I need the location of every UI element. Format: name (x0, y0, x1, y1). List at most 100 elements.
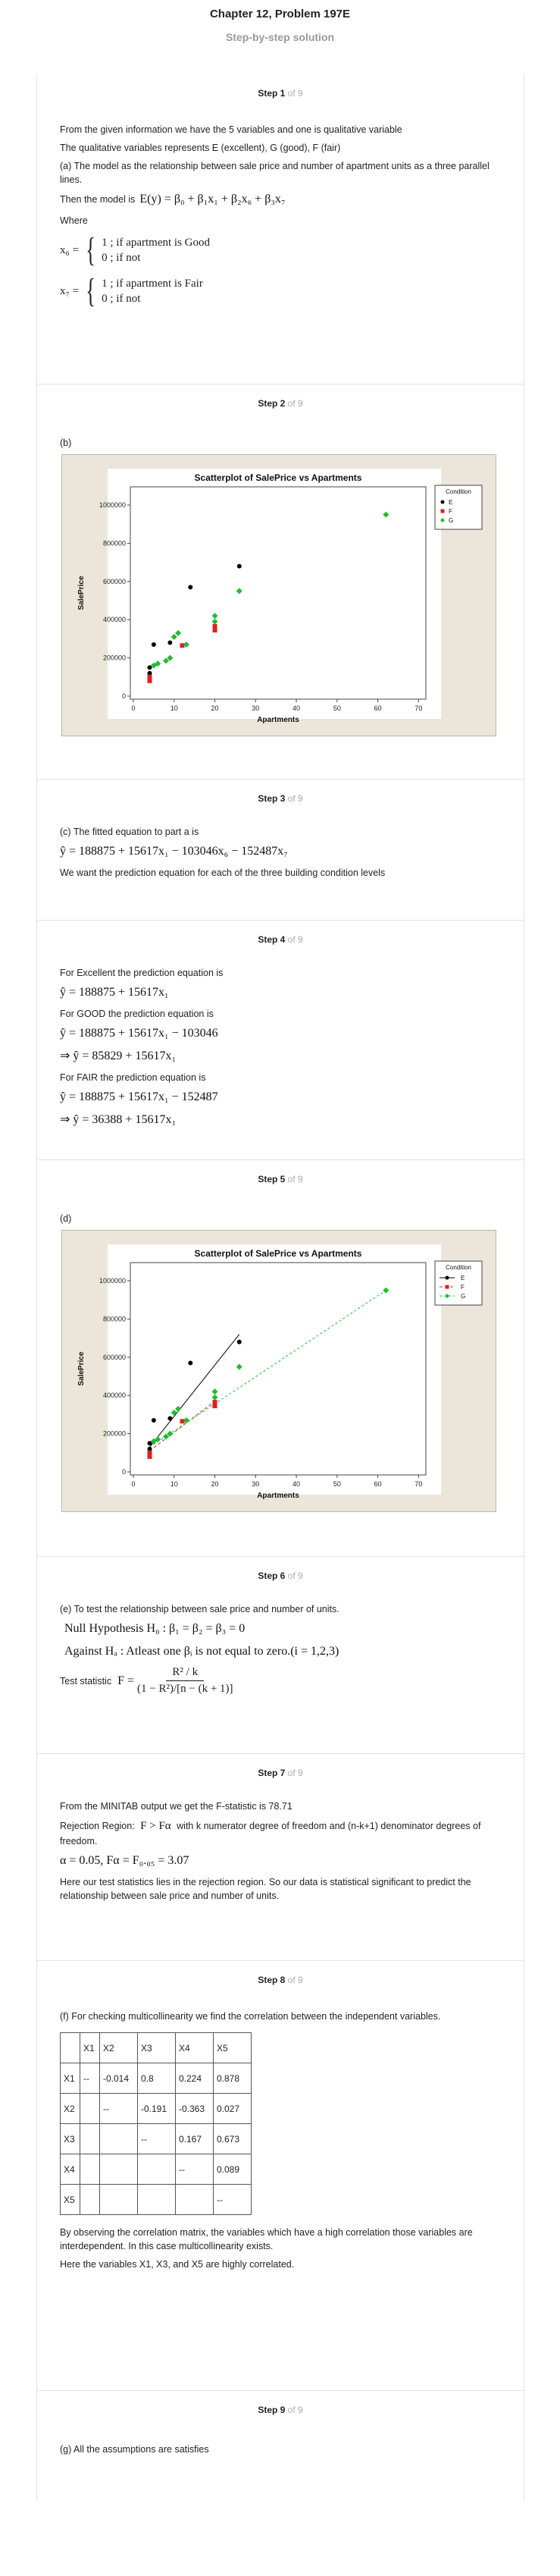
step-label: Step 4 (258, 934, 286, 945)
data-point-E (151, 1417, 156, 1423)
legend-label-F: F (461, 1284, 465, 1291)
x6-definition: x₆ = { 1 ; if apartment is Good 0 ; if n… (60, 234, 501, 267)
step-3: Step 3 of 9 (c) The fitted equation to p… (37, 780, 524, 921)
table-row: X1 X2 X3 X4 X5 (60, 2032, 252, 2063)
x-tick-label: 40 (293, 704, 300, 712)
table-cell: 0.878 (213, 2063, 252, 2094)
y-axis-label: SalePrice (77, 1351, 86, 1385)
table-cell: X5 (60, 2184, 80, 2215)
step-total: of 9 (287, 398, 303, 409)
f-denominator: (1 − R²)/[n − (k + 1)] (137, 1683, 233, 1695)
rejection-math: F > Fα (140, 1820, 171, 1832)
paragraph: By observing the correlation matrix, the… (60, 2227, 473, 2251)
page-title: Chapter 12, Problem 197E (209, 8, 351, 20)
step-label: Step 8 (258, 1975, 286, 1985)
x-tick-label: 50 (333, 1480, 341, 1488)
y-tick-label: 0 (122, 692, 126, 700)
x-tick-label: 0 (131, 704, 135, 712)
table-cell (80, 2123, 100, 2154)
f-lhs: F = (117, 1674, 134, 1687)
y-tick-label: 600000 (103, 578, 126, 585)
solution-container: Step 1 of 9 From the given information w… (36, 74, 524, 2501)
data-point-E (188, 585, 193, 590)
table-cell: X2 (99, 2032, 138, 2063)
y-tick-label: 1000000 (99, 1277, 126, 1285)
data-point-F (212, 624, 217, 629)
paragraph: (f) For checking multicollinearity we fi… (60, 2011, 441, 2022)
fit-line-G (149, 1290, 386, 1448)
x-tick-label: 40 (293, 1480, 300, 1488)
y-tick-label: 200000 (103, 654, 126, 662)
case-line: 0 ; if not (102, 252, 141, 264)
legend-marker-G (445, 1294, 449, 1298)
paragraph: The qualitative variables represents E (… (60, 143, 341, 153)
y-tick-label: 800000 (103, 539, 126, 547)
paragraph: Then the model is (60, 194, 136, 205)
table-cell: 0.673 (213, 2123, 252, 2154)
paragraph: From the given information we have the 5… (60, 124, 402, 135)
data-point-G (236, 1363, 242, 1370)
y-tick-label: 600000 (103, 1354, 126, 1361)
scatterplot-2-svg: Scatterplot of SalePrice vs Apartments 0 1… (77, 1244, 483, 1500)
legend-marker-F (445, 1285, 449, 1289)
paragraph: For FAIR the prediction equation is (60, 1072, 206, 1083)
data-point-E (147, 1441, 152, 1446)
step-heading: Step 8 of 9 (60, 1961, 501, 2000)
step-label: Step 3 (258, 793, 286, 804)
data-point-F (180, 643, 185, 648)
table-cell (99, 2123, 138, 2154)
step-label: Step 7 (258, 1768, 286, 1778)
data-point-F (147, 678, 152, 683)
data-point-G (175, 629, 182, 636)
x-tick-label: 30 (252, 704, 259, 712)
legend-label-G: G (449, 517, 453, 524)
table-cell: 0.8 (137, 2063, 176, 2094)
data-point-E (147, 1446, 152, 1451)
step-heading: Step 2 of 9 (60, 384, 501, 424)
table-cell: -0.014 (99, 2063, 138, 2094)
table-cell: -- (137, 2123, 176, 2154)
data-point-G (150, 1438, 157, 1445)
step-total: of 9 (287, 2405, 303, 2415)
data-point-E (236, 1339, 242, 1344)
step-total: of 9 (287, 793, 303, 804)
data-point-F (147, 674, 152, 679)
paragraph: Here the variables X1, X3, and X5 are hi… (60, 2259, 295, 2270)
data-point-F (147, 1454, 152, 1459)
table-cell: -- (80, 2063, 100, 2094)
paragraph: Rejection Region: F > Fα with k numerato… (60, 1818, 501, 1848)
table-cell: -0.191 (137, 2093, 176, 2124)
data-point-G (211, 618, 218, 625)
data-point-E (167, 640, 173, 645)
case-line: 0 ; if not (102, 293, 141, 305)
step-label: Step 6 (258, 1570, 286, 1581)
legend-label-E: E (449, 499, 452, 506)
correlation-table-body: X1 X2 X3 X4 X5 X1 -- -0.014 0.8 0.224 0.878 X2 -- -0.… (60, 2032, 252, 2215)
brace: { (86, 272, 95, 309)
table-cell: 0.089 (213, 2154, 252, 2185)
step-6: Step 6 of 9 (e) To test the relationship… (37, 1557, 524, 1754)
legend-label-G: G (461, 1293, 465, 1300)
null-hypothesis: Null Hypothesis H₀ : β₁ = β₂ = β₃ = 0 (64, 1622, 246, 1635)
step-total: of 9 (287, 1570, 303, 1581)
y-tick-label: 0 (122, 1468, 126, 1476)
case-line: 1 ; if apartment is Good (102, 237, 211, 249)
step-2: Step 2 of 9 (b) Scatterplot of SalePrice… (37, 384, 524, 780)
x-tick-label: 20 (211, 1480, 219, 1488)
f-numerator: R² / k (166, 1666, 205, 1681)
step-1: Step 1 of 9 From the given information w… (37, 74, 524, 384)
fair-equation-simplified: ⇒ ŷ = 36388 + 15617x₁ (60, 1113, 177, 1126)
table-cell: X1 (60, 2063, 80, 2094)
table-cell: 0.224 (175, 2063, 214, 2094)
brace: { (86, 231, 95, 268)
paragraph: (e) To test the relationship between sal… (60, 1604, 339, 1614)
table-cell: -0.363 (175, 2093, 214, 2124)
y-axis-label: SalePrice (77, 576, 86, 610)
step-7: Step 7 of 9 From the MINITAB output we g… (37, 1754, 524, 1961)
table-cell: X5 (213, 2032, 252, 2063)
correlation-table: X1 X2 X3 X4 X5 X1 -- -0.014 0.8 0.224 0.878 X2 -- -0.… (60, 2032, 252, 2215)
step-9: Step 9 of 9 (g) All the assumptions are … (37, 2391, 524, 2501)
table-cell (80, 2154, 100, 2185)
step-heading: Step 5 of 9 (60, 1160, 501, 1200)
data-point-E (147, 670, 152, 676)
